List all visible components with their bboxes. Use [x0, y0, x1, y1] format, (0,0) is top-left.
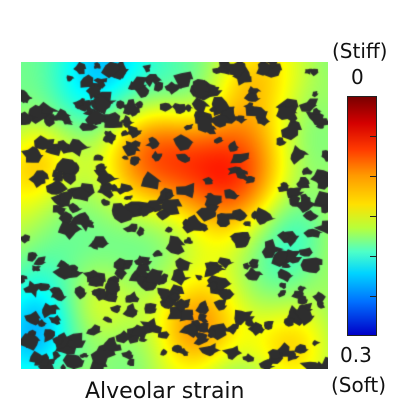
colorbar-top-descriptor: (Stiff): [332, 39, 388, 63]
colorbar-tick: [370, 216, 376, 217]
colorbar-bottom-descriptor: (Soft): [331, 373, 387, 397]
colorbar-tick: [370, 296, 376, 297]
colorbar-tick: [370, 256, 376, 257]
colorbar-max-label: 0: [351, 65, 364, 89]
alveolar-strain-map: [21, 62, 328, 369]
image-caption: Alveolar strain: [85, 379, 245, 404]
colorbar-tick: [370, 136, 376, 137]
colorbar-min-label: 0.3: [340, 343, 372, 367]
colorbar-tick: [370, 176, 376, 177]
